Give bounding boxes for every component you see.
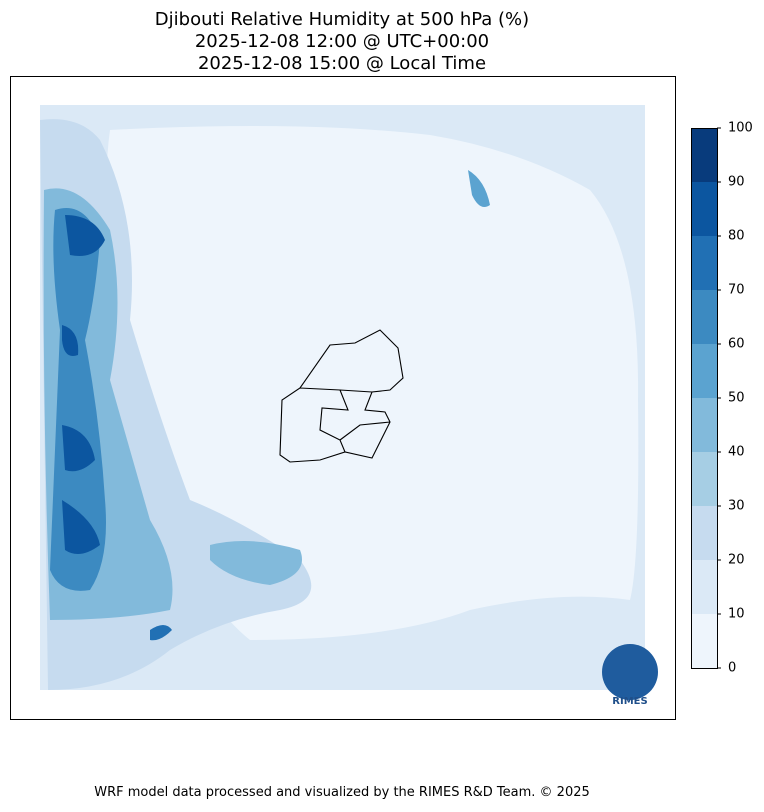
colorbar: 0 10 20 30 40 50 60 70 80 90 100 [691,121,753,676]
colorbar-tick-label: 0 [728,661,736,676]
colorbar-tick-label: 80 [728,229,745,244]
colorbar-tick-label: 70 [728,283,745,298]
colorbar-tick-label: 30 [728,499,745,514]
logo-text: RIMES [612,696,647,707]
humid-area [150,625,172,641]
colorbar-level [691,506,717,560]
map: RIMES [10,76,676,720]
humid-area [468,170,490,208]
footer: WRF model data processed and visualized … [94,785,590,800]
colorbar-level [691,398,717,452]
logo [602,644,658,700]
colorbar-tick-label: 50 [728,391,745,406]
humid-core [62,215,105,554]
title-line: 2025-12-08 15:00 @ Local Time [198,53,486,74]
colorbar-level [691,344,717,398]
colorbar-tick-label: 60 [728,337,745,352]
dry-area [106,126,639,640]
colorbar-level [691,182,717,236]
colorbar-level [691,452,717,506]
humid-area [50,208,106,591]
colorbar-tick-label: 40 [728,445,745,460]
colorbar-level [691,128,717,182]
colorbar-tick-label: 20 [728,553,745,568]
country-border [279,329,404,463]
colorbar-tick-label: 100 [728,121,753,136]
humid-area [210,541,302,585]
title-line: 2025-12-08 12:00 @ UTC+00:00 [195,31,489,52]
colorbar-level [691,290,717,344]
colorbar-tick-label: 90 [728,175,745,190]
map-frame [10,76,676,720]
colorbar-tick-label: 10 [728,607,745,622]
colorbar-level [691,560,717,614]
colorbar-level [691,614,717,668]
title-line: Djibouti Relative Humidity at 500 hPa (%… [155,9,529,30]
colorbar-level [691,236,717,290]
